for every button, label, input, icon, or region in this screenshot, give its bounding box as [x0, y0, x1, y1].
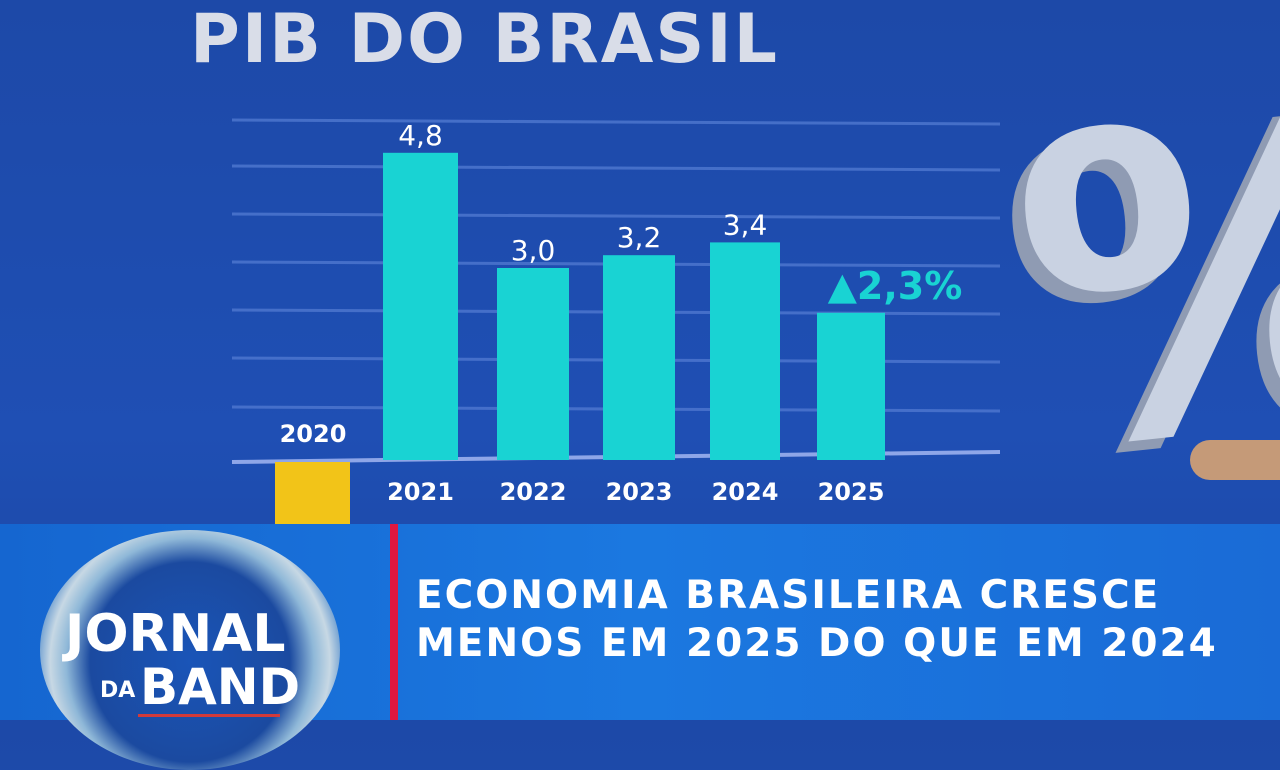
logo-text-da: DA — [100, 678, 136, 703]
data-label-2023: 3,2 — [617, 221, 662, 254]
data-label-2025: ▲2,3% — [828, 264, 963, 308]
data-label-2024: 3,4 — [723, 208, 768, 241]
bar-2022 — [497, 268, 569, 460]
logo-text-jornal: JORNAL — [65, 604, 286, 664]
tick-label-2021: 2021 — [387, 478, 454, 506]
tick-label-2023: 2023 — [606, 478, 673, 506]
tick-label-2020: 2020 — [280, 420, 347, 448]
data-label-2022: 3,0 — [511, 234, 556, 267]
gridline — [231, 164, 1001, 172]
headline-line-2: MENOS EM 2025 DO QUE EM 2024 — [416, 621, 1218, 666]
accent-bar — [390, 524, 398, 720]
tick-label-2024: 2024 — [712, 478, 779, 506]
bar-2024 — [710, 242, 780, 460]
logo-underline — [138, 714, 280, 717]
bar-chart: 2020 2021 4,8 2022 3,0 2023 3,2 2024 3,4 2025 ▲2,3… — [231, 118, 1001, 524]
tick-label-2025: 2025 — [818, 478, 885, 506]
headline-line-1: ECONOMIA BRASILEIRA CRESCE — [416, 573, 1161, 618]
bar-2023 — [603, 255, 675, 460]
data-label-2021: 4,8 — [398, 119, 443, 152]
gridline — [231, 212, 1001, 220]
bar-2025 — [817, 312, 885, 460]
logo-text-band: BAND — [140, 658, 301, 716]
presenter-arm — [1190, 440, 1280, 480]
bar-2020 — [275, 462, 350, 524]
headline: ECONOMIA BRASILEIRA CRESCE MENOS EM 2025… — [416, 572, 1218, 668]
bar-2021 — [383, 152, 458, 461]
gridline — [231, 118, 1001, 126]
jornal-da-band-logo: JORNAL DA BAND — [0, 500, 380, 770]
tick-label-2022: 2022 — [500, 478, 567, 506]
chart-title: PIB DO BRASIL — [190, 0, 779, 79]
